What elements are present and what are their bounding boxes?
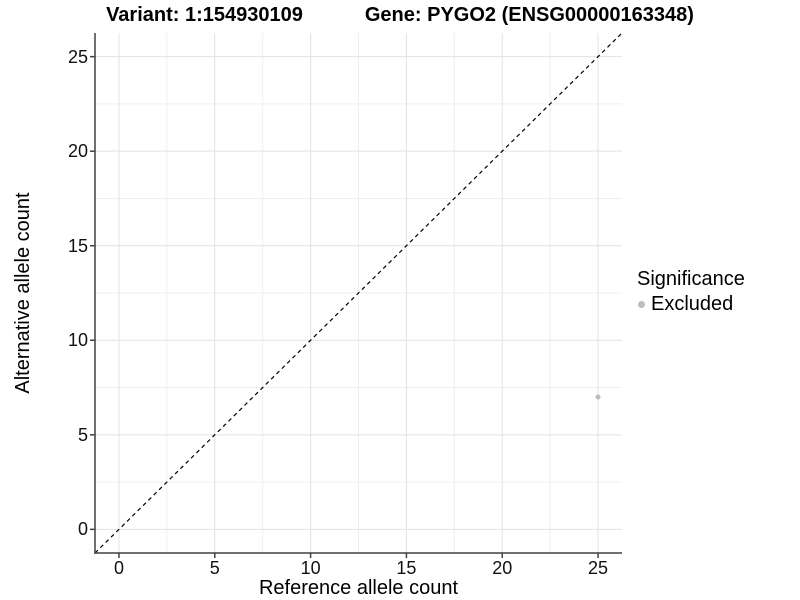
x-tick-label: 15 (396, 558, 417, 578)
legend-item-excluded: Excluded (637, 293, 745, 316)
x-axis-title: Reference allele count (258, 577, 458, 599)
y-tick-label: 20 (67, 141, 88, 162)
plot-title-gene: Gene: PYGO2 (ENSG00000163348) (364, 4, 694, 26)
x-tick-label: 25 (588, 558, 609, 578)
x-tick-label: 20 (492, 558, 513, 578)
y-tick-label: 10 (67, 330, 88, 351)
y-tick-label: 5 (77, 424, 88, 445)
legend-item-label: Excluded (651, 293, 734, 315)
y-tick-label: 15 (67, 235, 88, 256)
excluded-marker-icon (638, 301, 645, 308)
y-tick-label: 25 (67, 46, 88, 67)
y-tick-label: 0 (77, 519, 88, 540)
y-axis-title: Alternative allele count (12, 192, 34, 394)
x-tick-label: 10 (300, 558, 321, 578)
legend: Significance Excluded (637, 267, 745, 316)
legend-title: Significance (637, 268, 745, 290)
plot-title: Variant: 1:154930109 Gene: PYGO2 (ENSG00… (0, 4, 800, 27)
data-point-excluded (595, 394, 601, 400)
x-tick-label: 0 (113, 558, 124, 578)
identity-dashed-line (94, 32, 623, 554)
plot-title-variant: Variant: 1:154930109 (106, 4, 303, 26)
x-tick-label: 5 (209, 558, 220, 578)
